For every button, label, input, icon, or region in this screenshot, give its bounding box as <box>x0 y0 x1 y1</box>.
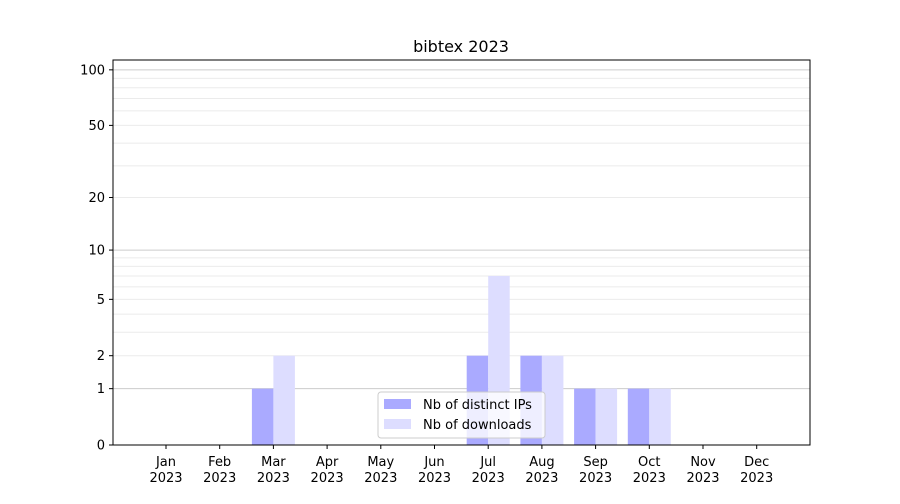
legend-swatch <box>384 399 411 409</box>
y-tick-label: 1 <box>97 382 105 397</box>
x-tick-label: Nov 2023 <box>686 455 719 486</box>
y-tick-label: 20 <box>88 191 105 206</box>
x-tick-label: Oct 2023 <box>633 455 666 486</box>
legend-box <box>377 391 546 439</box>
x-tick-label: Apr 2023 <box>311 455 344 486</box>
y-tick-label: 100 <box>80 63 105 78</box>
chart-title: bibtex 2023 <box>413 37 509 56</box>
legend: Nb of distinct IPs Nb of downloads <box>377 391 546 439</box>
x-axis: Jan 2023 Feb 2023 Mar 2023 Apr 2023 May 2023 Jun 20… <box>149 445 773 486</box>
x-tick-label: Dec 2023 <box>740 455 773 486</box>
x-tick-label: Jun 2023 <box>418 455 451 486</box>
grid <box>113 69 810 390</box>
x-tick-label: Jan 2023 <box>149 455 182 486</box>
bar-distinct-ips <box>574 388 596 445</box>
bar-distinct-ips <box>627 388 650 445</box>
plot-frame <box>112 59 811 446</box>
y-tick-label: 50 <box>88 119 105 134</box>
y-tick-label: 0 <box>97 439 105 454</box>
x-tick-label: May 2023 <box>364 455 397 486</box>
x-tick-label: Aug 2023 <box>525 455 558 486</box>
bar-downloads <box>273 355 295 445</box>
x-tick-label: Feb 2023 <box>203 455 236 486</box>
x-tick-label: Mar 2023 <box>257 455 290 486</box>
legend-swatch <box>384 419 411 429</box>
x-tick-label: Jul 2023 <box>472 455 505 486</box>
bar-distinct-ips <box>251 388 274 445</box>
bar-downloads <box>595 388 618 445</box>
legend-label: Nb of downloads <box>423 418 532 433</box>
y-axis: 0 1 2 5 10 20 50 100 <box>80 63 113 454</box>
y-tick-label: 10 <box>88 244 105 259</box>
y-tick-label: 5 <box>97 293 105 308</box>
bar-downloads <box>649 388 671 445</box>
bar-downloads <box>541 355 564 445</box>
legend-label: Nb of distinct IPs <box>423 398 532 413</box>
x-tick-label: Sep 2023 <box>579 455 612 486</box>
y-tick-label: 2 <box>97 349 105 364</box>
